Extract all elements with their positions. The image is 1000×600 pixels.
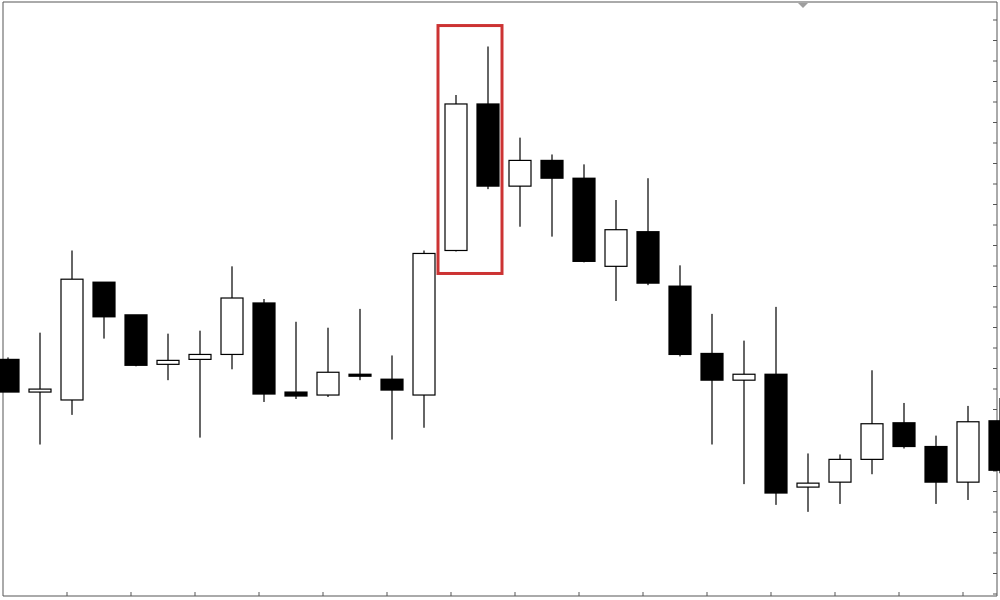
candle-body-bullish [444,103,468,252]
candle-body-bullish [860,423,884,460]
candle-body-bearish [92,281,116,318]
candles-layer [0,46,1000,512]
candle-body-bearish [284,391,308,397]
candle-body-bullish [604,229,628,267]
candle-body-bearish [764,373,788,494]
highlight-box [436,24,504,275]
candle-body-bullish [796,482,820,488]
candle-body-bullish [28,388,52,393]
candle-body-bullish [732,373,756,381]
candle-body-bullish [188,353,212,360]
candle-body-bearish [892,422,916,448]
candle-body-bearish [700,352,724,381]
candle-body-bearish [252,302,276,395]
candle-body-bearish [636,231,660,284]
candle-body-bearish [988,420,1000,471]
candle-body-bearish [924,445,948,483]
candle-body-bullish [412,252,436,396]
candle-body-bullish [316,371,340,396]
candle-body-bearish [348,373,372,377]
scroll-marker-icon [798,3,808,8]
candle-body-bearish [124,314,148,366]
candle-body-bearish [0,358,20,393]
candle-body-bearish [572,177,596,262]
candle-body-bullish [828,458,852,483]
candle-body-bullish [508,159,532,187]
candle-body-bullish [220,297,244,356]
candle-body-bullish [956,421,980,483]
candle-body-bullish [60,278,84,401]
annotation-layer [436,24,504,275]
candle-body-bearish [668,285,692,356]
candle-body-bearish [540,159,564,179]
candle-body-bearish [476,103,500,187]
candle-body-bearish [380,378,404,391]
candle-body-bullish [156,359,180,365]
